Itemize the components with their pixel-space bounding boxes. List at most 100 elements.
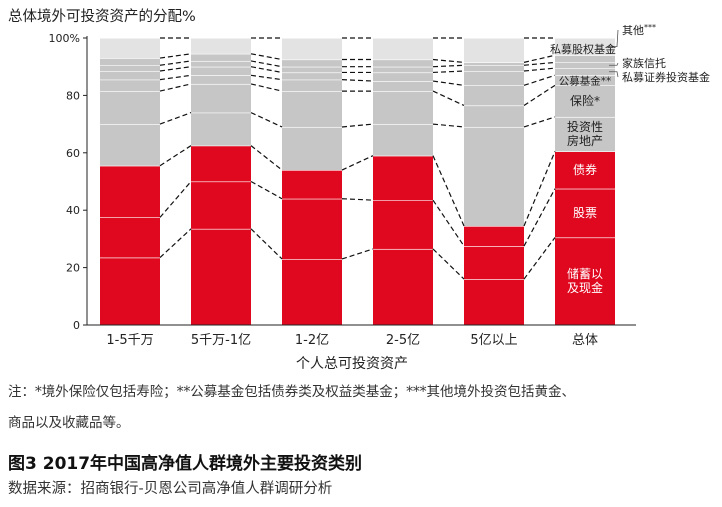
connector-dash — [250, 83, 283, 92]
connector-dash — [432, 123, 465, 128]
bar-segment — [555, 68, 615, 76]
bar-segment — [191, 38, 251, 54]
outside-segment-label: 其他*** — [622, 23, 656, 37]
chart-title: 总体境外可投资资产的分配% — [8, 7, 196, 25]
connector-dash — [159, 60, 192, 66]
x-tick-label: 1-5千万 — [106, 333, 153, 348]
bar-segment — [373, 66, 433, 73]
x-axis-label: 个人总可投资资产 — [296, 356, 408, 372]
segment-label: 储蓄以 — [567, 266, 603, 281]
bar-segment — [464, 71, 524, 86]
connector-dash — [432, 199, 465, 247]
bar-segment — [464, 85, 524, 106]
x-tick-label: 2-5亿 — [386, 333, 420, 348]
segment-label: 投资性 — [567, 119, 603, 134]
connector-dash — [523, 188, 556, 247]
bar-segment — [555, 85, 615, 117]
bar-segment — [100, 65, 160, 72]
x-tick-label: 5亿以上 — [470, 333, 517, 348]
connector-dash — [432, 248, 465, 280]
outside-segment-label: 私募股权基金 — [550, 42, 616, 56]
connector-dash — [250, 180, 283, 200]
bar-segment — [282, 59, 342, 67]
bar-segment — [191, 112, 251, 146]
y-tick-label: 80 — [66, 89, 80, 102]
bar-segment — [191, 53, 251, 61]
bar-segment — [100, 124, 160, 166]
connector-dash — [250, 60, 283, 68]
bar-segment — [282, 79, 342, 92]
connector-dash — [432, 64, 465, 68]
bar-segment — [464, 38, 524, 63]
x-tick-label: 5千万-1亿 — [191, 333, 251, 348]
bar-segment — [191, 228, 251, 325]
bar-segment — [100, 71, 160, 80]
bar-segment — [191, 75, 251, 84]
connector-dash — [523, 237, 556, 280]
bar-segment — [100, 165, 160, 218]
bar-segment — [282, 258, 342, 325]
bar-segment — [373, 124, 433, 156]
segment-label: 房地产 — [567, 133, 603, 148]
connector-dash — [159, 181, 192, 218]
bar-segment — [100, 91, 160, 125]
bar-segment — [373, 59, 433, 67]
bar-segment — [555, 116, 615, 152]
y-tick-label: 40 — [66, 204, 80, 217]
bar-segment — [100, 79, 160, 92]
segment-label: 债券 — [573, 162, 597, 177]
bar-segment — [555, 188, 615, 238]
bar-segment — [373, 155, 433, 201]
bar-segment — [464, 225, 524, 247]
footnote-line-1: 注：*境外保险仅包括寿险；**公募基金包括债券类及权益类基金；***其他境外投资… — [8, 384, 575, 400]
connector-dash — [250, 53, 283, 61]
y-tick-label: 60 — [66, 147, 80, 160]
connector-dash — [159, 112, 192, 125]
bar-segment — [191, 60, 251, 67]
connector-dash — [250, 228, 283, 260]
connector-dash — [523, 74, 556, 86]
x-tick-label: 总体 — [572, 333, 598, 348]
bar-segment — [282, 170, 342, 199]
bar-segment — [100, 257, 160, 325]
bar-segment — [191, 83, 251, 113]
bar-segment — [373, 81, 433, 92]
bar-segment — [191, 145, 251, 182]
connector-dash — [250, 66, 283, 74]
bar-segment — [191, 66, 251, 76]
bar-segment — [373, 91, 433, 125]
connector-dash — [159, 53, 192, 59]
connector-dash — [523, 151, 556, 227]
y-tick-label: 100% — [49, 32, 80, 45]
connector-dash — [432, 90, 465, 106]
bar-segment — [282, 126, 342, 171]
connector-dash — [341, 155, 374, 171]
leader-line — [609, 62, 619, 66]
y-tick-label: 20 — [66, 262, 80, 275]
connector-dash — [159, 228, 192, 258]
connector-dash — [159, 74, 192, 81]
bar-segment — [464, 246, 524, 280]
bar-segment — [464, 105, 524, 127]
bar-segment — [282, 91, 342, 127]
bar-segment — [555, 38, 615, 56]
connector-dash — [523, 54, 556, 63]
connector-dash — [432, 70, 465, 74]
bar-segment — [464, 126, 524, 226]
bar-segment — [282, 198, 342, 259]
connector-dash — [159, 83, 192, 92]
figure-title: 图3 2017年中国高净值人群境外主要投资类别 — [8, 454, 363, 474]
connector-dash — [523, 116, 556, 128]
bar-segment — [191, 181, 251, 229]
bar-segment — [100, 58, 160, 66]
connector-dash — [341, 79, 374, 82]
bar-segment — [555, 62, 615, 69]
connector-dash — [341, 123, 374, 128]
bar-segment — [464, 279, 524, 325]
data-source: 数据来源：招商银行-贝恩公司高净值人群调研分析 — [8, 481, 333, 497]
bar-segment — [464, 65, 524, 72]
segment-label: 公募基金** — [559, 74, 612, 87]
segment-label: 股票 — [573, 206, 597, 220]
connector-dash — [250, 112, 283, 128]
